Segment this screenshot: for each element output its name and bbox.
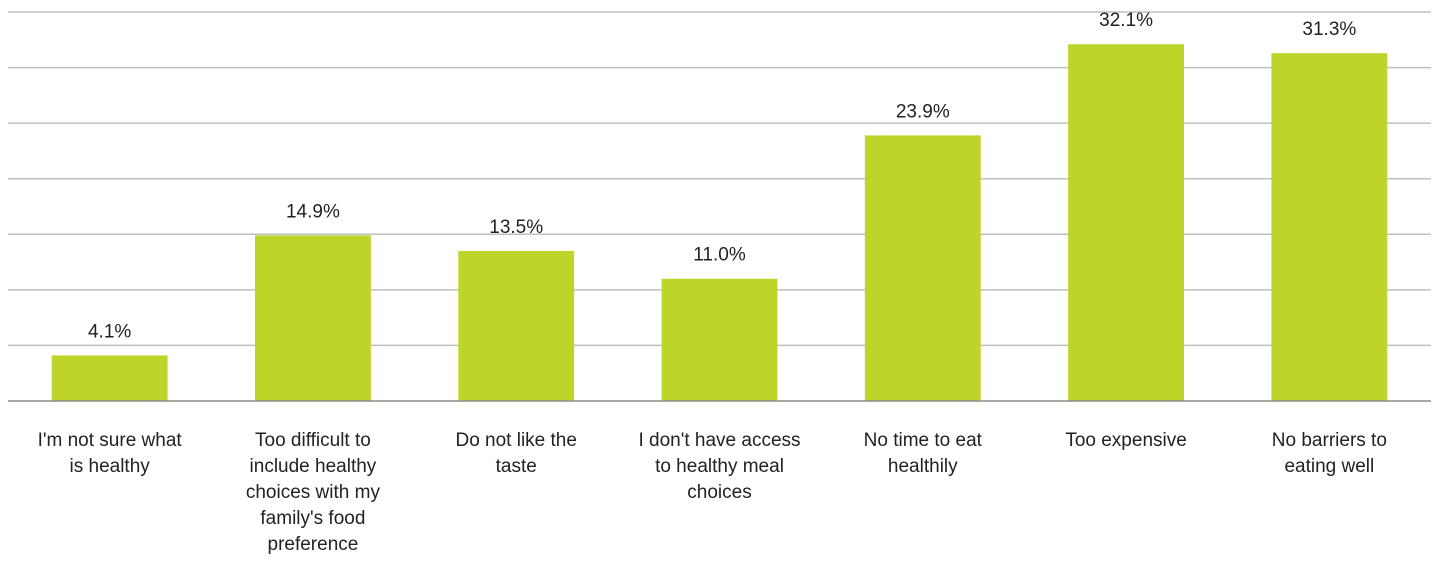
category-label-line: choices with my — [246, 482, 381, 503]
data-label: 14.9% — [286, 201, 340, 222]
category-label: Do not like the taste — [455, 430, 576, 477]
category-label: I'm not sure what is healthy — [38, 430, 183, 477]
data-label: 4.1% — [88, 321, 131, 342]
category-label-line: Too expensive — [1065, 430, 1186, 451]
category-label: Too difficult to include healthy choices w… — [246, 430, 381, 555]
bar — [1271, 53, 1388, 401]
bar — [864, 135, 981, 401]
data-label: 32.1% — [1099, 10, 1153, 31]
data-label: 23.9% — [896, 101, 950, 122]
category-label: No barriers to eating well — [1272, 430, 1387, 477]
category-label-line: No barriers to — [1272, 430, 1387, 451]
data-labels: 4.1% 14.9% 13.5% 11.0% 23.9% 32.1% 31.3% — [88, 10, 1356, 342]
category-label-line: to healthy meal — [655, 456, 784, 477]
category-label-line: is healthy — [70, 456, 151, 477]
category-label-line: taste — [496, 456, 537, 477]
bar — [1068, 44, 1185, 401]
bar — [458, 250, 575, 401]
category-label: I don't have access to healthy meal choice… — [638, 430, 800, 503]
category-label-line: preference — [268, 534, 359, 555]
bar — [254, 235, 371, 401]
category-label-line: healthily — [888, 456, 958, 477]
gridlines — [8, 11, 1431, 347]
data-label: 31.3% — [1302, 19, 1356, 40]
category-label: Too expensive — [1065, 430, 1186, 451]
category-label-line: family's food — [260, 508, 365, 529]
bar — [51, 355, 168, 401]
category-label-line: No time to eat — [864, 430, 983, 451]
data-label: 13.5% — [489, 217, 543, 238]
category-label: No time to eat healthily — [864, 430, 983, 477]
category-label-line: Do not like the — [455, 430, 576, 451]
category-label-line: Too difficult to — [255, 430, 371, 451]
category-label-line: eating well — [1284, 456, 1374, 477]
category-tick-labels: I'm not sure what is healthy Too difficult… — [38, 430, 1387, 555]
data-label: 11.0% — [693, 245, 746, 266]
category-label-line: include healthy — [250, 456, 377, 477]
bar — [661, 278, 778, 401]
bars — [51, 44, 1388, 401]
category-label-line: I'm not sure what — [38, 430, 183, 451]
category-label-line: choices — [687, 482, 751, 503]
category-label-line: I don't have access — [638, 430, 800, 451]
